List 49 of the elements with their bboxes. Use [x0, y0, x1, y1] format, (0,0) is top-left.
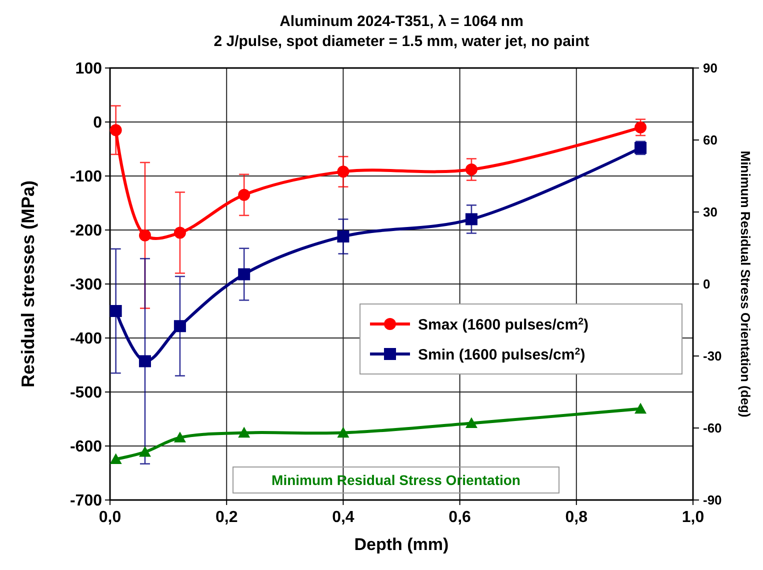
point — [634, 121, 647, 134]
y-tick-label: -700 — [70, 492, 102, 510]
y2-tick-label: -60 — [703, 420, 722, 436]
y-tick-label: -300 — [70, 276, 102, 294]
legend-label: Smin (1600 pulses/cm$^{2}$) — [418, 346, 586, 364]
point — [634, 402, 647, 414]
point — [465, 213, 478, 226]
x-tick-label: 0,6 — [448, 509, 472, 526]
x-tick-label: 0,4 — [332, 509, 354, 526]
y-tick-label: -200 — [70, 222, 102, 240]
point — [465, 417, 478, 428]
point — [238, 426, 250, 438]
x-tick-label: 0,0 — [98, 509, 122, 526]
x-tick-label: 1,0 — [682, 509, 704, 526]
y-tick-label: 0 — [93, 114, 102, 132]
point — [110, 124, 122, 136]
point — [337, 230, 350, 242]
y2-tick-label: 60 — [703, 132, 718, 148]
point — [110, 453, 122, 464]
point — [337, 426, 350, 438]
point — [465, 164, 478, 176]
point — [174, 226, 186, 239]
point — [138, 229, 151, 242]
y-tick-label: -400 — [70, 330, 102, 348]
y2-tick-label: -30 — [703, 348, 722, 364]
point — [138, 446, 151, 457]
y-axis-title: Residual stresses (MPa) — [18, 180, 38, 388]
y-tick-label: -100 — [70, 168, 102, 186]
y-tick-label: -500 — [70, 384, 102, 402]
point — [337, 166, 350, 178]
chart-subtitle: 2 J/pulse, spot diameter = 1.5 mm, water jet, no paint — [214, 33, 590, 50]
legend-label: Smax (1600 pulses/cm$^{2}$) — [418, 316, 589, 334]
y2-tick-label: 30 — [703, 204, 718, 220]
point — [174, 432, 186, 442]
y2-axis-title: Minimum Residual Stress Orientation (deg) — [738, 150, 753, 418]
x-tick-label: 0,2 — [215, 509, 238, 526]
x-tick-label: 0,8 — [565, 509, 588, 526]
x-axis-title: Depth (mm) — [354, 535, 449, 554]
chart-title: Aluminum 2024-T351, λ = 1064 nm — [280, 13, 524, 30]
point — [238, 268, 250, 280]
point — [174, 320, 186, 332]
y-tick-label: -600 — [70, 438, 102, 456]
y2-tick-label: -90 — [703, 492, 722, 508]
point — [110, 305, 122, 317]
point — [138, 355, 151, 368]
y2-tick-label: 90 — [703, 60, 718, 76]
point — [238, 188, 250, 201]
y-tick-label: 100 — [75, 60, 102, 78]
y2-tick-label: 0 — [703, 276, 710, 292]
